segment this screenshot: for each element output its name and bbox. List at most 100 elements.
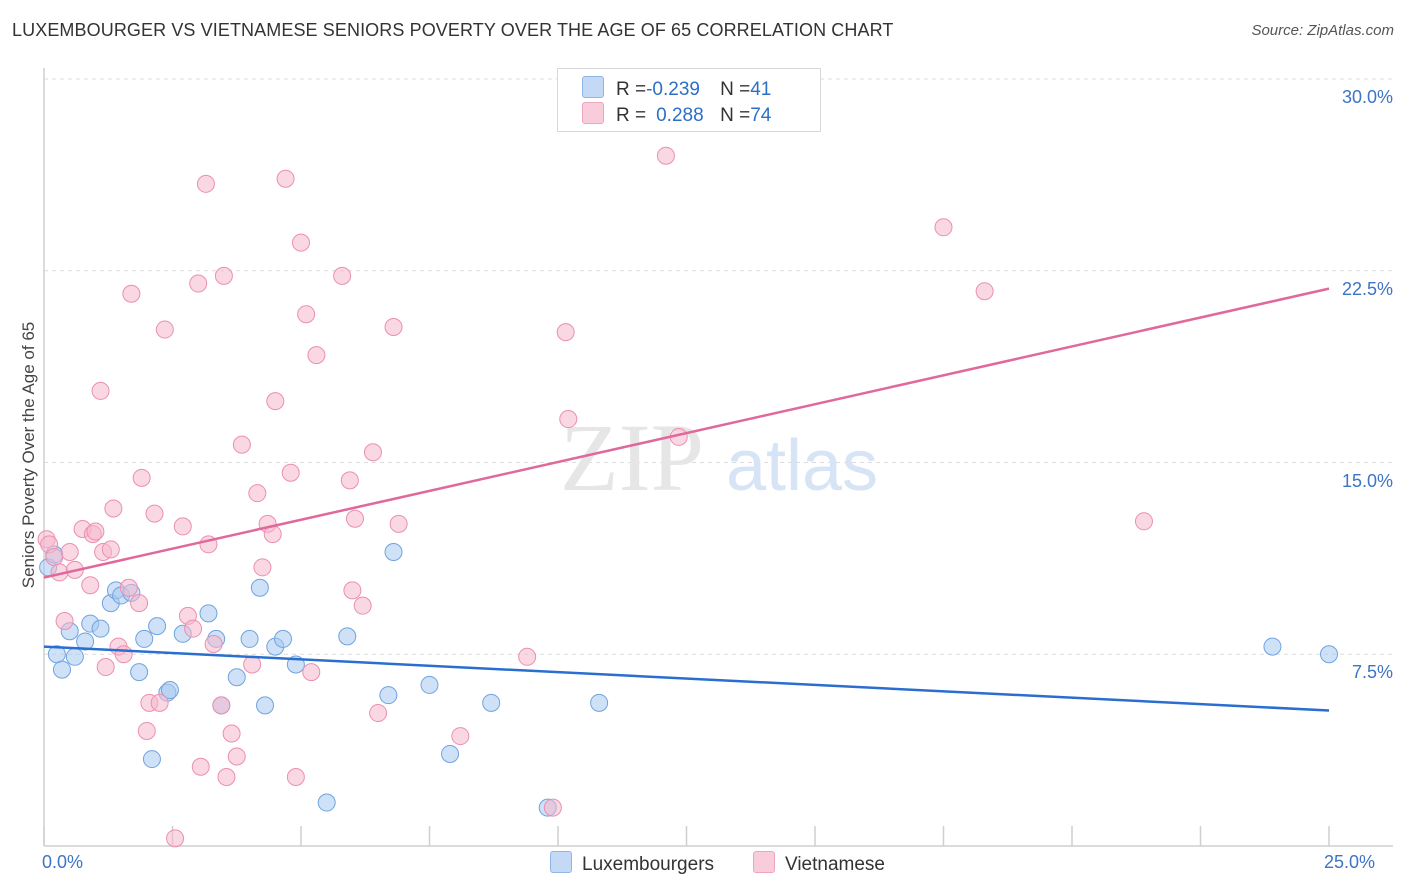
y-tick-label: 15.0%: [1341, 470, 1393, 491]
r-value: 0.288: [656, 105, 704, 126]
data-point: [384, 542, 403, 561]
data-point: [55, 612, 74, 631]
data-point: [343, 581, 362, 600]
data-point: [60, 542, 79, 561]
legend-swatch-pink: [753, 851, 775, 873]
data-point: [274, 629, 293, 648]
data-point: [212, 696, 231, 715]
data-point: [243, 655, 262, 674]
data-point: [119, 578, 138, 597]
legend-row-luxembourgers: R = -0.239 N = 41: [582, 76, 771, 100]
data-point: [353, 596, 372, 615]
data-point: [91, 381, 110, 400]
data-point: [975, 282, 994, 301]
data-point: [384, 317, 403, 336]
data-point: [148, 617, 167, 636]
data-point: [132, 468, 151, 487]
bottom-legend-luxembourgers: Luxembourgers: [550, 851, 714, 876]
data-point: [369, 704, 388, 723]
trend-lines: [43, 287, 1330, 712]
legend-row-vietnamese: R = 0.288 N = 74: [582, 102, 771, 126]
data-point: [1263, 637, 1282, 656]
y-axis-label: Seniors Poverty Over the Age of 65: [19, 321, 38, 589]
data-point: [1134, 512, 1153, 531]
data-point: [451, 727, 470, 746]
data-point: [184, 619, 203, 638]
data-point: [317, 793, 336, 812]
source-label: Source: ZipAtlas.com: [1251, 22, 1394, 39]
data-point: [297, 305, 316, 324]
data-point: [91, 619, 110, 638]
data-point: [155, 320, 174, 339]
data-point: [363, 443, 382, 462]
data-point: [281, 463, 300, 482]
y-tick-label: 22.5%: [1341, 278, 1393, 299]
data-point: [227, 747, 246, 766]
watermark-zip: ZIP: [560, 404, 704, 511]
data-point: [250, 578, 269, 597]
data-point: [217, 767, 236, 786]
data-point: [656, 146, 675, 165]
data-point: [559, 410, 578, 429]
data-point: [130, 594, 149, 613]
y-tick-label: 7.5%: [1351, 662, 1393, 683]
trend-line: [43, 287, 1330, 579]
series-luxembourgers: [39, 542, 1338, 817]
data-point: [199, 604, 218, 623]
data-point: [160, 681, 179, 700]
data-point: [166, 829, 185, 848]
data-point: [256, 696, 275, 715]
data-point: [145, 504, 164, 523]
data-point: [934, 218, 953, 237]
bottom-legend-vietnamese: Vietnamese: [753, 851, 885, 876]
grid-lines: [44, 78, 1393, 655]
data-point: [379, 686, 398, 705]
x-tick-label-min: 0.0%: [42, 852, 84, 872]
data-point: [286, 767, 305, 786]
data-point: [340, 471, 359, 490]
data-point: [276, 169, 295, 188]
data-point: [104, 499, 123, 518]
data-point: [96, 658, 115, 677]
legend-swatch-blue: [582, 76, 604, 98]
data-point: [101, 540, 120, 559]
data-point: [227, 668, 246, 687]
data-point: [248, 484, 267, 503]
data-point: [65, 647, 84, 666]
data-point: [307, 346, 326, 365]
data-point: [122, 284, 141, 303]
x-tick-label-max: 25.0%: [1324, 852, 1376, 872]
data-point: [333, 266, 352, 285]
data-point: [76, 632, 95, 651]
data-point: [441, 744, 460, 763]
data-point: [556, 323, 575, 342]
data-point: [214, 266, 233, 285]
data-point: [389, 514, 408, 533]
watermark: ZIP atlas: [560, 404, 878, 511]
data-point: [1320, 645, 1338, 664]
data-point: [345, 509, 364, 528]
data-point: [204, 635, 223, 654]
data-point: [114, 645, 133, 664]
data-point: [253, 558, 272, 577]
data-point: [266, 392, 285, 411]
data-point: [86, 522, 105, 541]
data-point: [222, 724, 241, 743]
data-point: [45, 548, 64, 567]
data-point: [142, 750, 161, 769]
trend-line: [43, 645, 1330, 712]
data-point: [338, 627, 357, 646]
r-value: -0.239: [646, 79, 700, 100]
axes: [43, 68, 1393, 847]
n-value: 74: [750, 105, 772, 126]
data-point: [135, 629, 154, 648]
chart-title: LUXEMBOURGER VS VIETNAMESE SENIORS POVER…: [12, 20, 894, 40]
data-point: [292, 233, 310, 252]
data-point: [518, 647, 537, 666]
data-point: [191, 757, 210, 776]
data-point: [232, 435, 251, 454]
legend-swatch-blue: [550, 851, 572, 873]
data-point: [137, 721, 156, 740]
data-point: [543, 798, 562, 817]
